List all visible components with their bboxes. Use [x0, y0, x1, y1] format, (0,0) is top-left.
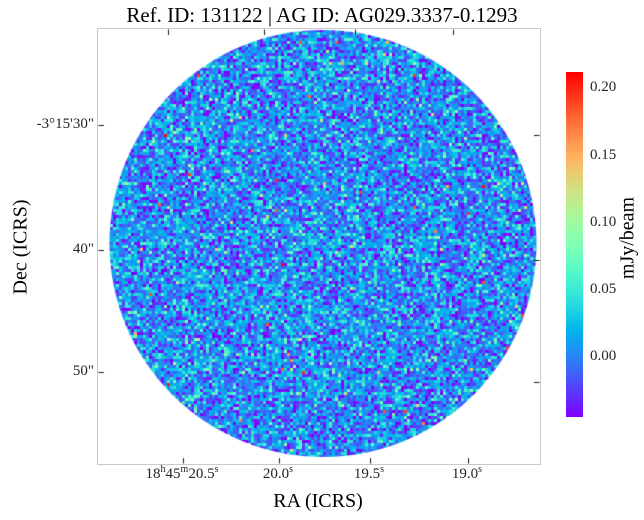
colorbar-tick-label: 0.15 — [590, 147, 617, 163]
plot-area — [97, 28, 541, 465]
colorbar-tick-label: 0.10 — [590, 214, 617, 230]
ra-tick-label: 19.5s — [353, 464, 385, 483]
ra-tick-label: 20.0s — [262, 464, 294, 483]
dec-tick-label: 50" — [72, 363, 94, 379]
colorbar-tick-label: 0.00 — [590, 348, 617, 364]
y-axis-label: Dec (ICRS) — [9, 199, 32, 295]
figure-title: Ref. ID: 131122 | AG ID: AG029.3337-0.12… — [126, 3, 518, 27]
x-axis-label: RA (ICRS) — [273, 490, 363, 512]
colorbar-tick-label: 0.20 — [590, 79, 617, 95]
dec-tick-label: -3°15'30" — [36, 116, 94, 132]
colorbar — [566, 72, 583, 417]
noise-image — [98, 29, 540, 464]
ra-tick-label: 18h45m20.5s — [145, 464, 219, 483]
dec-tick-label: 40" — [72, 241, 94, 257]
ra-tick-label: 19.0s — [451, 464, 483, 483]
colorbar-label: mJy/beam — [616, 196, 639, 280]
colorbar-tick-label: 0.05 — [590, 281, 617, 297]
